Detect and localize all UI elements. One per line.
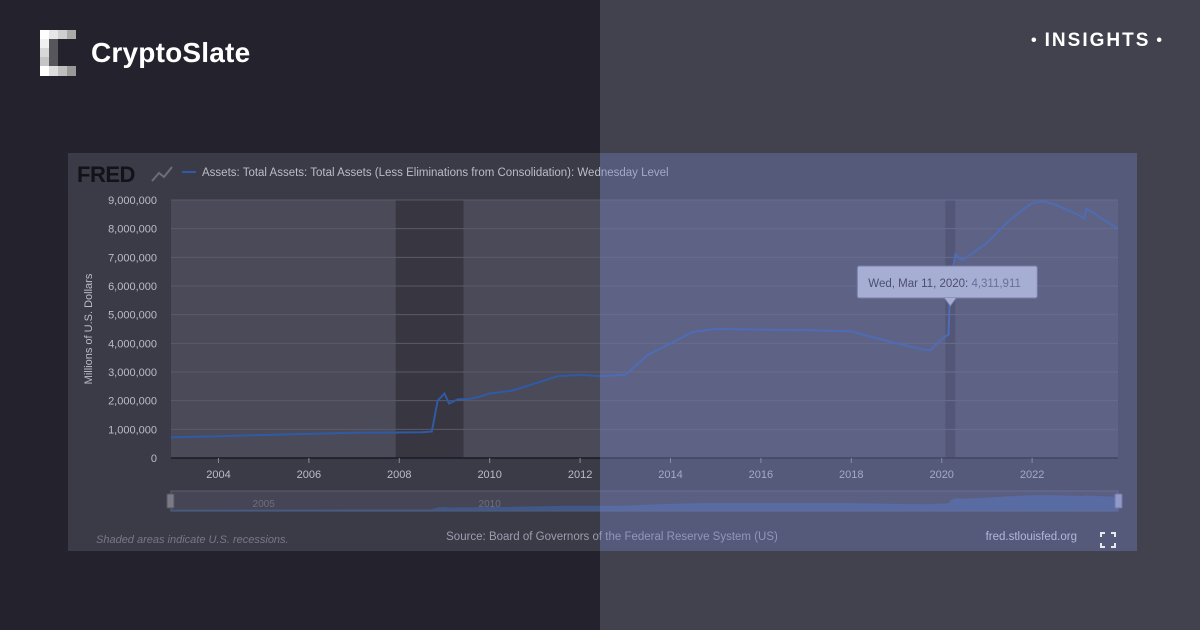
x-tick-label-7: 2018	[839, 469, 863, 481]
y-tick-label-2: 2,000,000	[108, 396, 157, 408]
navigator-handle-left	[166, 493, 175, 509]
y-tick-label-6: 6,000,000	[108, 281, 157, 293]
x-tick-label-3: 2010	[477, 469, 501, 481]
navigator-label-0: 2005	[253, 499, 276, 510]
shading-note: Shaded areas indicate U.S. recessions.	[96, 534, 289, 546]
plot-area	[171, 200, 1118, 458]
tooltip-value: 4,311,911	[971, 278, 1020, 290]
x-tick-label-6: 2016	[749, 469, 773, 481]
x-tick-label-8: 2020	[929, 469, 953, 481]
y-tick-label-8: 8,000,000	[108, 224, 157, 236]
brand[interactable]: CryptoSlate	[40, 30, 250, 76]
y-axis-label: Millions of U.S. Dollars	[83, 273, 95, 384]
y-tick-label-1: 1,000,000	[108, 424, 157, 436]
x-tick-label-1: 2006	[297, 469, 321, 481]
y-tick-label-3: 3,000,000	[108, 367, 157, 379]
y-tick-label-4: 4,000,000	[108, 338, 157, 350]
y-tick-label-7: 7,000,000	[108, 252, 157, 264]
y-tick-label-0: 0	[151, 453, 157, 465]
tooltip-pointer	[943, 297, 957, 307]
tooltip-date: Wed, Mar 11, 2020:	[868, 278, 971, 290]
series-line-total-assets	[170, 200, 1119, 439]
source-note: Source: Board of Governors of the Federa…	[446, 531, 778, 543]
fullscreen-icon[interactable]	[1100, 532, 1116, 548]
recession-band-0	[395, 200, 464, 458]
y-tick-label-5: 5,000,000	[108, 310, 157, 322]
y-tick-label-9: 9,000,000	[108, 195, 157, 207]
x-tick-label-2: 2008	[387, 469, 411, 481]
brand-name: CryptoSlate	[91, 37, 251, 68]
legend-label: Assets: Total Assets: Total Assets (Less…	[202, 167, 669, 179]
navigator-series-area	[171, 495, 1118, 511]
navigator-handle-right	[1114, 493, 1123, 509]
navigator-label-1: 2010	[479, 499, 502, 510]
tooltip-text: Wed, Mar 11, 2020: 4,311,911	[868, 278, 1021, 290]
x-tick-label-5: 2014	[658, 469, 682, 481]
x-tick-label-4: 2012	[568, 469, 592, 481]
insights-tag[interactable]: • INSIGHTS •	[1025, 30, 1170, 52]
site-url: fred.stlouisfed.org	[986, 531, 1077, 543]
tag-label: INSIGHTS	[1044, 30, 1151, 51]
chart-svg: 0 1,000,000 2,000,000 3,000,000 4,000,000 5,0…	[68, 153, 1137, 551]
tag-dot-left: •	[1031, 32, 1039, 49]
tag-dot-right: •	[1156, 32, 1164, 49]
fred-chart: 0 1,000,000 2,000,000 3,000,000 4,000,000 5,0…	[68, 153, 1137, 551]
cryptoslate-logo-icon	[40, 30, 76, 76]
x-tick-label-9: 2022	[1020, 469, 1044, 481]
x-tick-label-0: 2004	[206, 469, 230, 481]
recession-band-1	[945, 200, 956, 458]
fred-logo: FRED	[77, 162, 135, 187]
fred-logo-graph-icon	[151, 166, 173, 182]
